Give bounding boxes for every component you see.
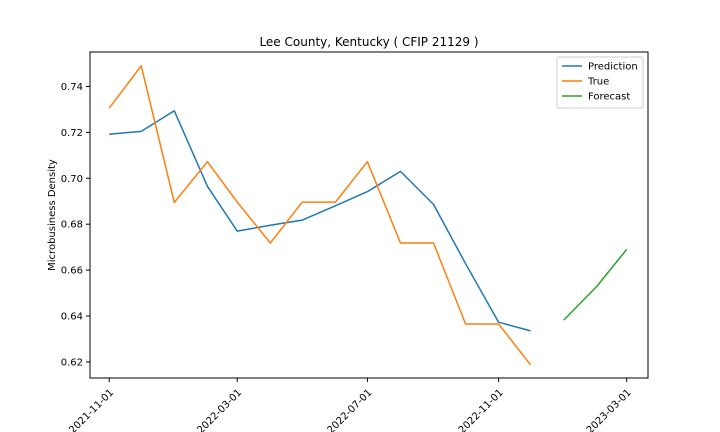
plot-area	[89, 51, 649, 379]
y-tick-label: 0.74	[61, 82, 83, 93]
y-axis: 0.62 0.64 0.66 0.68 0.70 0.72 0.74	[61, 82, 90, 368]
y-tick-label: 0.62	[61, 357, 83, 368]
y-tick-label: 0.72	[61, 128, 83, 139]
y-tick-label: 0.68	[61, 220, 83, 231]
y-tick-label: 0.70	[61, 174, 83, 185]
legend-label: True	[587, 77, 609, 88]
x-tick-label: 2022-03-01	[195, 387, 244, 432]
x-tick-label: 2022-07-01	[326, 387, 375, 432]
x-tick-label: 2021-11-01	[67, 387, 116, 432]
legend: Prediction True Forecast	[556, 56, 644, 109]
chart-title: Lee County, Kentucky ( CFIP 21129 )	[259, 35, 478, 49]
legend-label: Forecast	[588, 92, 630, 103]
y-tick-label: 0.66	[61, 266, 83, 277]
legend-label: Prediction	[588, 62, 638, 73]
y-axis-label: Microbusiness Density	[47, 159, 58, 271]
series-line-true	[108, 65, 532, 366]
series-line-prediction	[109, 110, 531, 332]
y-tick-label: 0.64	[61, 312, 83, 323]
series-line-forecast	[563, 248, 628, 321]
x-tick-label: 2023-03-01	[585, 387, 634, 432]
series-lines	[108, 65, 628, 366]
x-tick-label: 2022-11-01	[457, 387, 506, 432]
x-axis: 2021-11-01 2022-03-01 2022-07-01 2022-11-01…	[67, 378, 634, 432]
